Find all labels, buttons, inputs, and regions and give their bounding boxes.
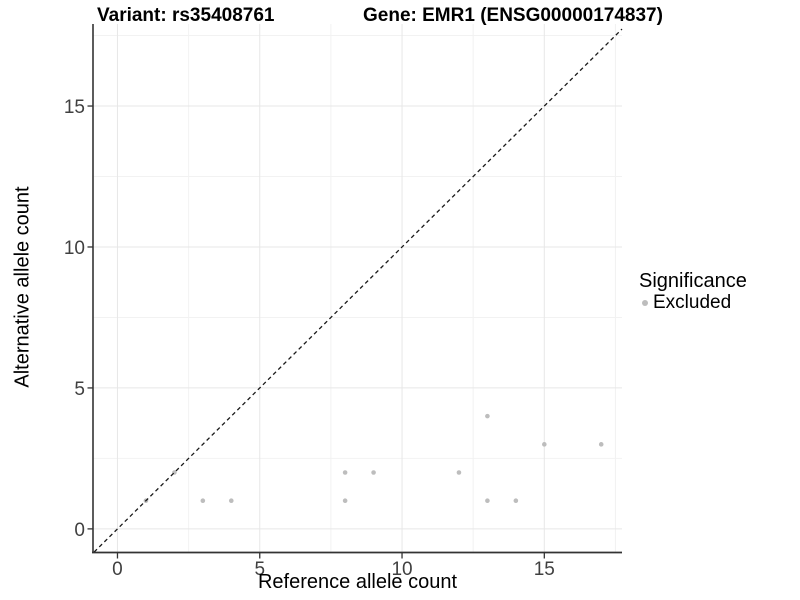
data-point: [485, 413, 490, 419]
legend-item-excluded: Excluded: [639, 292, 747, 313]
y-axis-title: Alternative allele count: [11, 186, 34, 388]
legend-item-label: Excluded: [653, 292, 732, 313]
x-tick-label: 10: [391, 559, 412, 580]
excluded-point-swatch-icon: [642, 300, 648, 306]
x-axis-title: Reference allele count: [257, 571, 457, 593]
x-tick-label: 15: [534, 559, 555, 580]
data-point: [513, 498, 519, 503]
data-point: [542, 442, 547, 447]
legend: Significance Excluded: [639, 270, 747, 314]
y-tick-label: 15: [64, 97, 85, 118]
plot-title-gene: Gene: EMR1 (ENSG00000174837): [363, 5, 663, 26]
y-tick-label: 0: [74, 520, 85, 541]
x-tick-label: 5: [254, 559, 265, 580]
identity-line: [93, 28, 623, 553]
data-point: [342, 498, 348, 503]
data-point: [200, 498, 206, 503]
plot-title-variant: Variant: rs35408761: [97, 5, 275, 26]
data-point: [371, 470, 376, 475]
data-point: [598, 442, 604, 447]
data-point: [342, 470, 348, 475]
data-point: [485, 498, 490, 503]
y-tick-label: 5: [74, 379, 85, 400]
x-tick-label: 0: [112, 559, 123, 580]
data-point: [228, 498, 234, 503]
data-point: [456, 470, 462, 475]
y-tick-label: 10: [64, 238, 85, 259]
legend-title: Significance: [639, 270, 747, 292]
